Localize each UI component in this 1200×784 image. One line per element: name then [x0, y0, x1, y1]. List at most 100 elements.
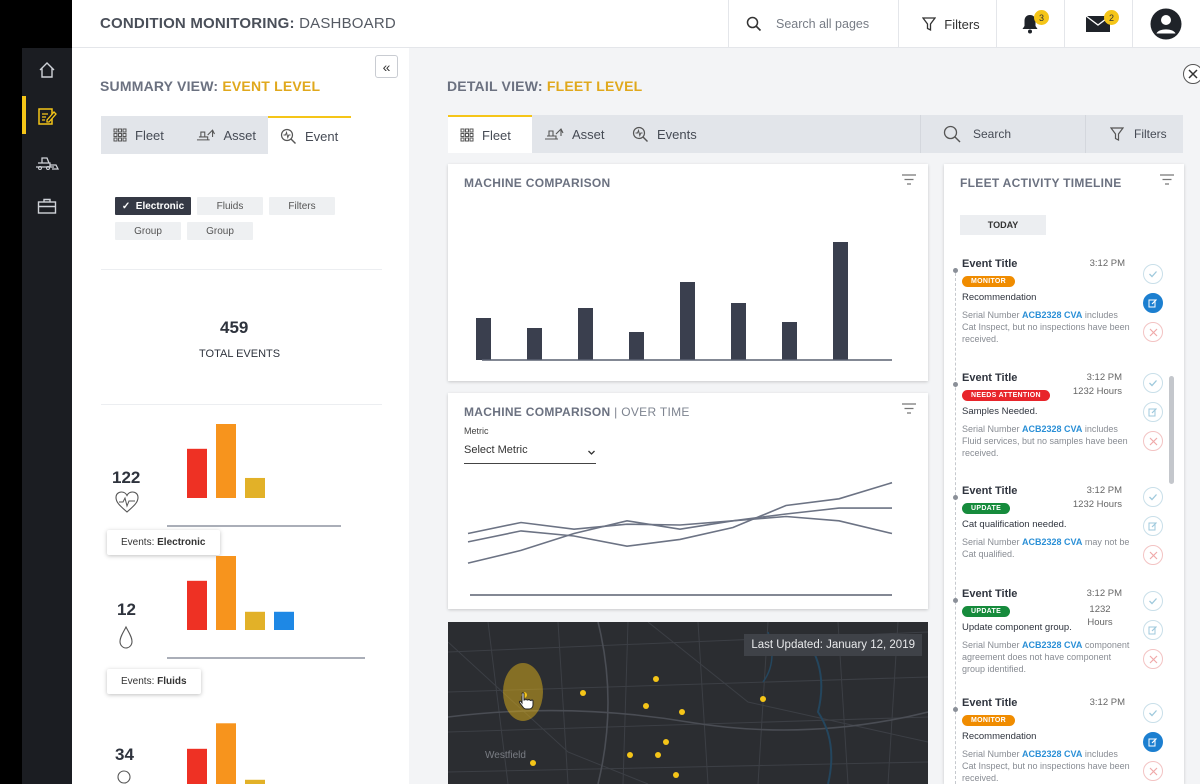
sort-filter-icon[interactable]: [1160, 174, 1174, 185]
global-search[interactable]: Search all pages: [736, 0, 904, 48]
timeline-event[interactable]: Event Title MONITOR Recommendation Seria…: [962, 258, 1142, 345]
event-description: Serial Number ACB2328 CVA may not be Cat…: [962, 537, 1130, 559]
detail-tab-events[interactable]: Events: [620, 115, 720, 153]
summary-tab-event[interactable]: Event: [268, 116, 351, 154]
approve-button[interactable]: [1143, 373, 1163, 393]
chip-filters[interactable]: Filters: [269, 197, 335, 215]
summary-tab-asset[interactable]: Asset: [184, 116, 268, 154]
detail-filters-button[interactable]: Filters: [1086, 115, 1183, 153]
timeline-event[interactable]: Event Title NEEDS ATTENTION Samples Need…: [962, 372, 1142, 459]
edit-button[interactable]: [1143, 620, 1163, 640]
hand-cursor-icon: [518, 692, 534, 710]
approve-button[interactable]: [1143, 487, 1163, 507]
detail-search[interactable]: Search: [921, 115, 1086, 153]
dismiss-button[interactable]: [1143, 431, 1163, 451]
timeline-scrollbar[interactable]: [1169, 376, 1174, 484]
event-recommendation: Recommendation: [962, 292, 1037, 303]
check-icon: [1149, 598, 1157, 605]
summary-tab-fleet[interactable]: Fleet: [101, 116, 184, 154]
user-avatar-button[interactable]: [1132, 0, 1200, 48]
over-time-line-chart: [467, 481, 893, 596]
timeline-dot: [953, 268, 958, 273]
approve-button[interactable]: [1143, 591, 1163, 611]
tab-label: Events: [657, 126, 697, 142]
event-title: Event Title: [962, 485, 1018, 497]
map-last-updated: Last Updated: January 12, 2019: [744, 634, 922, 656]
dismiss-button[interactable]: [1143, 649, 1163, 669]
close-icon: [1149, 767, 1157, 775]
event-bar: [187, 580, 207, 630]
chip-group[interactable]: Group: [187, 222, 253, 240]
sidebar-item-assets[interactable]: [22, 142, 72, 182]
sort-filter-icon[interactable]: [902, 174, 916, 185]
event-bar: [216, 556, 236, 630]
electronic-tooltip: Events: Electronic: [107, 530, 220, 555]
edit-button[interactable]: [1143, 402, 1163, 422]
timeline-dot: [953, 707, 958, 712]
map-place-label: Westfield: [485, 750, 526, 761]
timeline-dot: [953, 382, 958, 387]
machine-comparison-chart: [476, 242, 892, 361]
approve-button[interactable]: [1143, 264, 1163, 284]
close-button[interactable]: [1183, 64, 1200, 84]
status-badge: UPDATE: [962, 606, 1011, 617]
event-bar: [187, 748, 207, 784]
filter-icon: [922, 16, 937, 31]
timeline-event[interactable]: Event Title MONITOR Recommendation Seria…: [962, 697, 1142, 784]
chip-group[interactable]: Group: [115, 222, 181, 240]
notifications-badge: 3: [1034, 10, 1049, 25]
total-events-label: TOTAL EVENTS: [199, 348, 281, 360]
chip-electronic[interactable]: ✓ Electronic: [115, 197, 191, 215]
edit-icon: [1148, 626, 1157, 635]
metric-select[interactable]: Select Metric: [464, 444, 596, 464]
event-description: Serial Number ACB2328 CVA includes Cat I…: [962, 310, 1130, 344]
fleet-map[interactable]: Westfield Last Updated: January 12, 2019: [448, 622, 928, 784]
chip-label: Electronic: [135, 200, 185, 212]
edit-button[interactable]: [1143, 516, 1163, 536]
messages-button[interactable]: 2: [1064, 0, 1132, 48]
chip-label: Fluids: [216, 200, 244, 212]
search-label: Search: [973, 127, 1012, 141]
event-recommendation: Update component group.: [962, 622, 1072, 633]
header-divider: [898, 0, 899, 48]
excavator-icon: [196, 129, 215, 141]
today-label: TODAY: [960, 215, 1046, 235]
sidebar-item-home[interactable]: [22, 50, 72, 90]
collapse-panel-button[interactable]: «: [375, 55, 398, 78]
sidebar-item-jobs[interactable]: [22, 186, 72, 226]
edit-button[interactable]: [1143, 732, 1163, 752]
dismiss-button[interactable]: [1143, 322, 1163, 342]
close-icon: [1149, 551, 1157, 559]
status-badge: NEEDS ATTENTION: [962, 390, 1050, 401]
status-badge: UPDATE: [962, 503, 1011, 514]
summary-title: SUMMARY VIEW: EVENT LEVEL: [100, 78, 321, 94]
edit-button[interactable]: [1143, 293, 1163, 313]
machine-bar: [527, 328, 542, 360]
event-bar: [245, 779, 265, 784]
filters-bar-chart: [187, 723, 265, 784]
summary-tabs: Fleet Asset Event: [101, 116, 351, 154]
dismiss-button[interactable]: [1143, 761, 1163, 781]
approve-button[interactable]: [1143, 703, 1163, 723]
detail-tab-asset[interactable]: Asset: [532, 115, 620, 153]
sidebar-item-events[interactable]: [22, 96, 72, 136]
timeline-event[interactable]: Event Title UPDATE Cat qualification nee…: [962, 485, 1142, 560]
header-filters-button[interactable]: Filters: [904, 0, 998, 48]
dismiss-button[interactable]: [1143, 545, 1163, 565]
chip-fluids[interactable]: Fluids: [197, 197, 263, 215]
sort-filter-icon[interactable]: [902, 403, 916, 414]
detail-tab-fleet[interactable]: Fleet: [448, 115, 532, 153]
event-search-icon: [632, 126, 648, 142]
timeline-event[interactable]: Event Title UPDATE Update component grou…: [962, 588, 1142, 675]
machine-over-time-card: MACHINE COMPARISON | OVER TIME Metric Se…: [448, 393, 928, 609]
detail-title: DETAIL VIEW: FLEET LEVEL: [447, 78, 643, 94]
heartbeat-icon: [115, 491, 139, 513]
search-placeholder[interactable]: Search all pages: [776, 17, 870, 31]
fluids-tooltip: Events: Fluids: [107, 669, 201, 694]
event-description: Serial Number ACB2328 CVA includes Fluid…: [962, 424, 1128, 458]
close-icon: [1149, 328, 1157, 336]
filter-circle-icon: [117, 770, 131, 784]
event-title: Event Title: [962, 697, 1018, 709]
fleet-activity-timeline: FLEET ACTIVITY TIMELINE TODAY: [944, 164, 1184, 784]
notifications-button[interactable]: 3: [996, 0, 1064, 48]
